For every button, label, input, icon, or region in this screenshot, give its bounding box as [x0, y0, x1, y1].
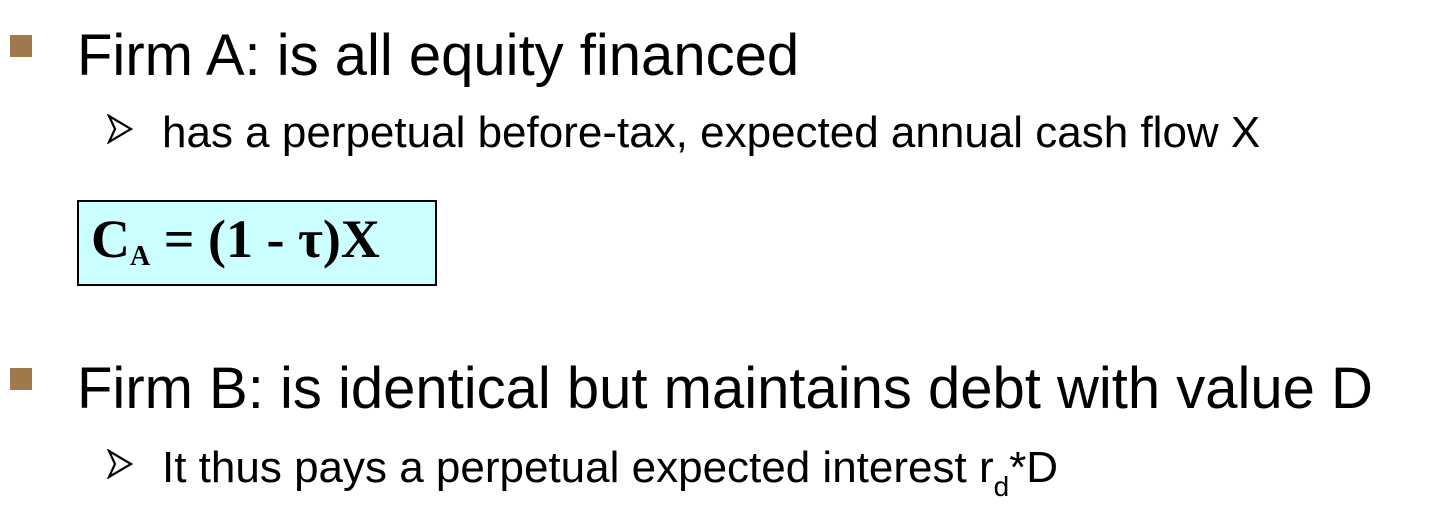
bullet-firm-b: Firm B: is identical but maintains debt … [77, 356, 1373, 421]
sub-bullet-firm-b-subscript: d [993, 471, 1010, 502]
sub-bullet-firm-a: has a perpetual before-tax, expected ann… [162, 108, 1261, 157]
sub-bullet-firm-b-prefix: It thus pays a perpetual expected intere… [162, 443, 994, 492]
bullet-square-icon [10, 368, 32, 390]
formula-box: CA = (1 - τ)X [77, 200, 437, 286]
formula-lhs-subscript: A [130, 241, 151, 272]
formula-rhs: = (1 - τ)X [150, 209, 380, 269]
arrow-bullet-icon [107, 449, 133, 479]
formula-lhs-base: C [91, 209, 130, 269]
formula-cash-flow-a: CA = (1 - τ)X [91, 209, 380, 271]
sub-bullet-firm-b-suffix: *D [1009, 443, 1059, 492]
bullet-square-icon [10, 35, 32, 57]
sub-bullet-firm-b: It thus pays a perpetual expected intere… [162, 443, 1059, 501]
arrow-bullet-icon [107, 114, 133, 144]
bullet-firm-a: Firm A: is all equity financed [77, 23, 800, 88]
